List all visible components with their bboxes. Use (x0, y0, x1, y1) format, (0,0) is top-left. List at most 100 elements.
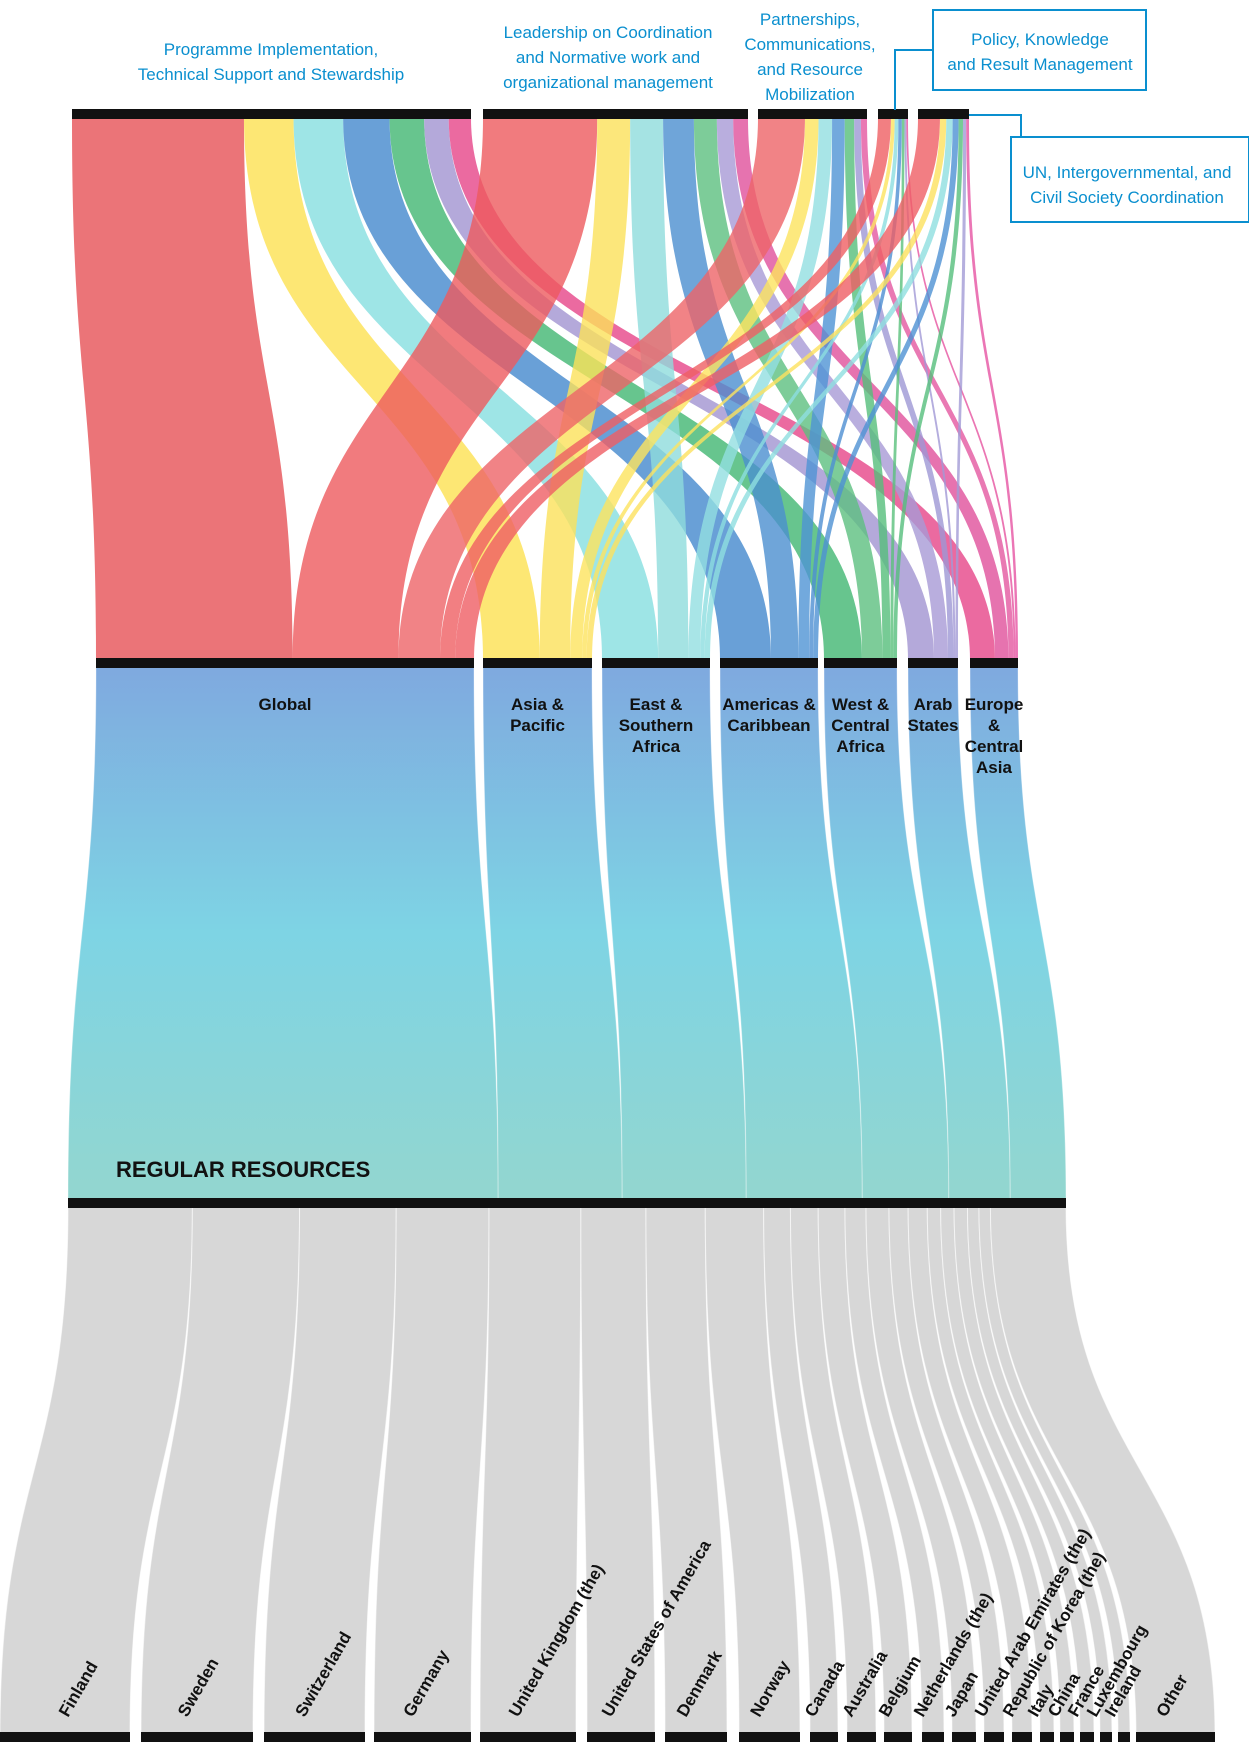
output-flows (72, 118, 1018, 660)
region-label-arab: States (907, 716, 958, 735)
output-bar-un (918, 109, 969, 119)
flow-pol-amc (809, 118, 902, 660)
output-label-lead: organizational management (503, 73, 713, 92)
region-label-wca: Africa (836, 737, 885, 756)
output-label-un: Civil Society Coordination (1030, 188, 1224, 207)
region-label-wca: West & (832, 695, 889, 714)
flow-un-amc (813, 118, 959, 660)
connector-un (969, 114, 1022, 137)
region-label-arab: Arab (914, 695, 953, 714)
region-bar-amc (720, 658, 818, 668)
region-label-eca: & (988, 716, 1000, 735)
output-label-un: UN, Intergovernmental, and (1023, 163, 1232, 182)
flow-pol-global (439, 118, 891, 660)
flow-part-arab (854, 118, 954, 660)
flow-part-eca (860, 118, 1014, 660)
region-label-asia: Pacific (510, 716, 565, 735)
flow-prog-global (72, 118, 293, 660)
output-label-box (1010, 136, 1249, 223)
output-label-prog: Technical Support and Stewardship (138, 65, 405, 84)
node-bars (0, 109, 1215, 1742)
output-label-pol: Policy, Knowledge (971, 30, 1109, 49)
flow-un-eca (966, 118, 1018, 660)
donor-bar (264, 1732, 365, 1742)
output-label-box (932, 9, 1147, 91)
region-label-eca: Asia (976, 758, 1012, 777)
flow-pol-esa (700, 118, 899, 660)
donor-bar (922, 1732, 944, 1742)
donor-bar (480, 1732, 576, 1742)
source-label: REGULAR RESOURCES (116, 1157, 370, 1182)
region-label-wca: Central (831, 716, 890, 735)
region-label-amc: Americas & (722, 695, 816, 714)
region-bar-asia (483, 658, 592, 668)
output-label-pol: and Result Management (947, 55, 1133, 74)
output-label-part: and Resource (757, 60, 863, 79)
donor-bar (810, 1732, 838, 1742)
region-bar-esa (602, 658, 710, 668)
donor-bar (1040, 1732, 1054, 1742)
donor-bar (884, 1732, 912, 1742)
output-label-lead: and Normative work and (516, 48, 700, 67)
output-bar-pol (878, 109, 908, 119)
donor-bar (1080, 1732, 1094, 1742)
flow-pol-asia (582, 118, 895, 660)
output-label-lead: Leadership on Coordination (504, 23, 713, 42)
region-label-eca: Europe (965, 695, 1024, 714)
flow-lead-amc (663, 118, 799, 660)
region-label-amc: Caribbean (727, 716, 810, 735)
region-label-asia: Asia & (511, 695, 564, 714)
region-label-eca: Central (965, 737, 1024, 756)
region-label-global: Global (259, 695, 312, 714)
flow-un-global (455, 118, 940, 660)
donor-bar (847, 1732, 876, 1742)
source-bar (68, 1198, 1066, 1208)
flow-lead-wca (693, 118, 883, 660)
output-bar-prog (72, 109, 471, 119)
flow-un-esa (704, 118, 953, 660)
flow-asia-source (482, 665, 623, 1201)
flow-part-wca (844, 118, 891, 660)
flow-source-united-kingdom-the- (479, 1205, 582, 1736)
donor-bar (1136, 1732, 1215, 1742)
donor-flows (0, 1205, 1216, 1736)
flow-part-global (398, 118, 805, 660)
flow-un-arab (955, 118, 967, 660)
region-label-esa: Southern (619, 716, 694, 735)
flow-prog-arab (424, 118, 934, 660)
region-label-esa: East & (630, 695, 683, 714)
flow-pol-wca (890, 118, 905, 660)
flow-part-esa (688, 118, 833, 660)
output-label-prog: Programme Implementation, (164, 40, 378, 59)
flow-un-asia (586, 118, 947, 660)
donor-bar (665, 1732, 727, 1742)
donor-bar (952, 1732, 976, 1742)
connector-policy (894, 49, 933, 110)
donor-bar (1060, 1732, 1074, 1742)
region-bar-wca (824, 658, 897, 668)
donor-bar (1100, 1732, 1112, 1742)
flow-lead-global (292, 118, 598, 660)
donor-bar (374, 1732, 471, 1742)
flow-global-source (67, 665, 499, 1201)
donor-bar (984, 1732, 1004, 1742)
flow-prog-wca (389, 118, 862, 660)
region-bar-arab (908, 658, 958, 668)
region-bar-global (96, 658, 474, 668)
output-bar-lead (483, 109, 748, 119)
flow-lead-arab (716, 118, 948, 660)
output-bar-part (758, 109, 867, 119)
flow-un-wca (893, 118, 964, 660)
region-label-esa: Africa (632, 737, 681, 756)
source-flows (67, 665, 1067, 1201)
donor-bar (0, 1732, 130, 1742)
region-bar-eca (970, 658, 1018, 668)
donor-bar (739, 1732, 800, 1742)
donor-bar (141, 1732, 253, 1742)
donor-bar (1118, 1732, 1130, 1742)
output-label-part: Partnerships, (760, 10, 860, 29)
output-label-part: Communications, (744, 35, 875, 54)
flow-prog-amc (343, 118, 771, 660)
donor-bar (1012, 1732, 1032, 1742)
